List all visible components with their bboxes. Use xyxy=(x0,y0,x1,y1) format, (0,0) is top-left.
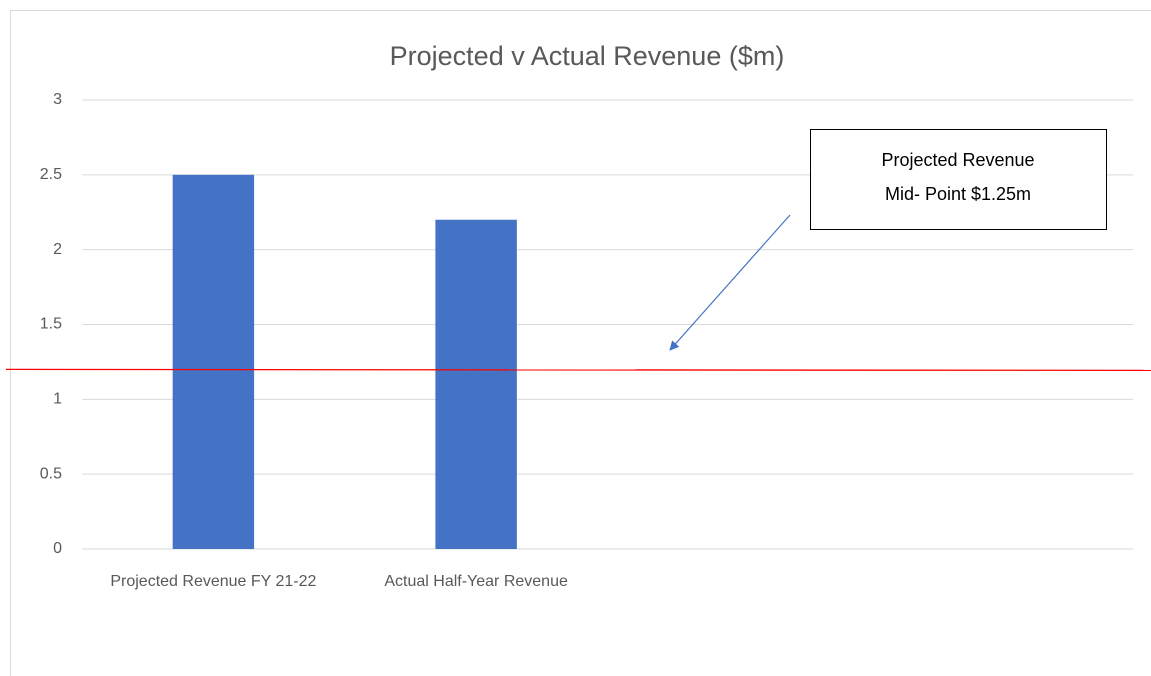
y-tick-label: 1.5 xyxy=(40,316,62,333)
y-tick-label: 2.5 xyxy=(40,166,62,183)
bar xyxy=(435,219,517,549)
annotation-arrow xyxy=(669,214,791,351)
chart-title: Projected v Actual Revenue ($m) xyxy=(390,41,785,71)
x-tick-label: Actual Half-Year Revenue xyxy=(384,573,568,590)
annotation-text: Mid- Point $1.25m xyxy=(885,184,1031,204)
annotation-text: Projected Revenue xyxy=(881,150,1034,170)
y-tick-label: 0.5 xyxy=(40,465,62,482)
bar xyxy=(172,174,255,550)
y-tick-label: 2 xyxy=(53,241,62,258)
y-tick-label: 3 xyxy=(53,91,62,108)
reference-line xyxy=(5,368,1151,372)
annotation-box xyxy=(810,129,1107,230)
y-tick-label: 1 xyxy=(53,391,62,408)
y-tick-label: 0 xyxy=(53,540,62,557)
x-tick-label: Projected Revenue FY 21-22 xyxy=(110,573,316,590)
